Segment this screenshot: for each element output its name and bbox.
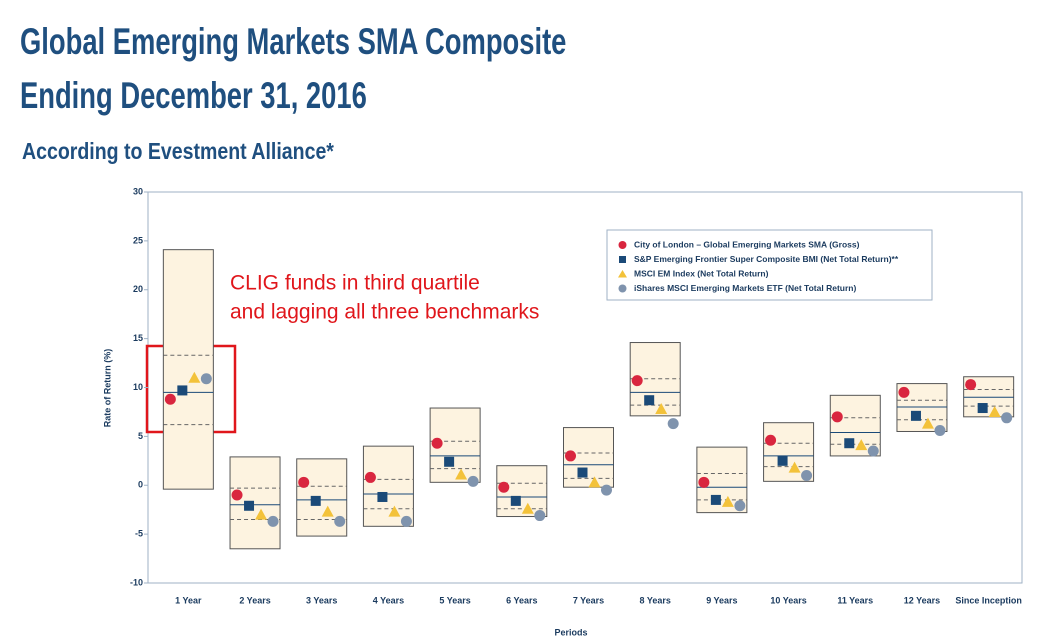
chart-subtitle: According to Evestment Alliance*	[22, 139, 335, 165]
marker	[601, 484, 612, 496]
marker	[267, 515, 279, 527]
marker	[588, 476, 601, 488]
marker	[377, 491, 388, 502]
y-axis-label: Rate of Return (%)	[102, 349, 112, 428]
legend-label: S&P Emerging Frontier Super Composite BM…	[634, 254, 899, 264]
box	[162, 249, 214, 490]
chart-title: Ending December 31, 2016	[20, 75, 367, 116]
marker	[934, 425, 946, 437]
x-tick-label: 5 Years	[439, 595, 470, 605]
x-axis-label: Periods	[554, 627, 587, 637]
marker	[298, 476, 310, 488]
marker	[788, 461, 801, 473]
marker	[534, 510, 546, 522]
legend-label: City of London – Global Emerging Markets…	[634, 239, 860, 249]
marker	[777, 455, 788, 466]
y-tick-label: 25	[133, 235, 143, 245]
marker	[734, 500, 746, 512]
marker	[321, 505, 334, 517]
marker	[164, 393, 176, 405]
subtitle-group: According to Evestment Alliance*	[22, 139, 335, 165]
marker	[801, 469, 813, 481]
title-group: Global Emerging Markets SMA Composite En…	[20, 21, 566, 116]
marker	[334, 515, 346, 527]
marker	[364, 471, 376, 483]
annotation: CLIG funds in third quartile	[230, 272, 480, 295]
legend-label: iShares MSCI Emerging Markets ETF (Net T…	[634, 283, 856, 293]
marker	[455, 468, 468, 480]
marker	[498, 481, 510, 493]
legend-label: MSCI EM Index (Net Total Return)	[634, 268, 769, 278]
marker	[667, 418, 679, 430]
marker	[710, 494, 721, 505]
marker	[188, 371, 201, 383]
marker	[431, 437, 443, 449]
marker	[765, 434, 777, 446]
x-tick-label: 12 Years	[904, 595, 940, 605]
legend-marker	[618, 241, 627, 249]
annotation: and lagging all three benchmarks	[230, 301, 539, 324]
marker	[521, 502, 534, 514]
marker	[244, 500, 255, 511]
marker	[655, 403, 668, 415]
marker	[631, 375, 643, 387]
marker	[721, 495, 734, 507]
y-tick-label: 15	[133, 333, 143, 343]
marker	[867, 445, 879, 457]
x-tick-label: 2 Years	[239, 595, 270, 605]
box	[229, 456, 281, 550]
x-tick-label: 9 Years	[706, 595, 737, 605]
marker	[988, 405, 1001, 417]
y-tick-label: 20	[133, 284, 143, 294]
marker	[400, 515, 412, 527]
y-tick-label: -5	[135, 529, 143, 539]
marker	[1001, 412, 1013, 424]
box	[362, 445, 414, 527]
marker	[577, 467, 588, 478]
marker	[921, 417, 934, 429]
marker	[898, 386, 910, 398]
x-tick-label: 8 Years	[640, 595, 671, 605]
x-tick-label: 3 Years	[306, 595, 337, 605]
x-tick-label: Since Inception	[955, 595, 1022, 605]
marker	[310, 495, 321, 506]
marker	[510, 495, 521, 506]
x-tick-label: 6 Years	[506, 595, 537, 605]
y-tick-label: -10	[130, 577, 143, 587]
marker	[444, 456, 455, 467]
marker	[644, 395, 655, 406]
marker	[831, 411, 843, 423]
legend-marker	[618, 284, 627, 293]
marker	[231, 489, 243, 501]
marker	[698, 476, 710, 488]
marker	[977, 403, 988, 414]
marker	[855, 439, 868, 451]
marker	[844, 438, 855, 449]
x-tick-label: 10 Years	[770, 595, 806, 605]
y-tick-label: 5	[138, 431, 143, 441]
x-tick-label: 4 Years	[373, 595, 404, 605]
legend	[606, 229, 933, 301]
marker	[965, 379, 977, 391]
x-tick-label: 7 Years	[573, 595, 604, 605]
marker	[177, 385, 188, 396]
y-tick-label: 10	[133, 382, 143, 392]
marker	[200, 373, 212, 385]
box	[429, 407, 481, 483]
x-tick-label: 11 Years	[837, 595, 873, 605]
chart-title: Global Emerging Markets SMA Composite	[20, 21, 566, 62]
marker	[910, 410, 921, 421]
x-tick-label: 1 Year	[175, 595, 202, 605]
legend-marker	[619, 256, 626, 263]
marker	[388, 505, 401, 517]
y-tick-label: 0	[138, 480, 143, 490]
marker	[467, 475, 479, 487]
legend-marker	[618, 270, 627, 278]
marker	[565, 450, 576, 462]
marker	[255, 508, 268, 520]
y-tick-label: 30	[133, 186, 143, 196]
